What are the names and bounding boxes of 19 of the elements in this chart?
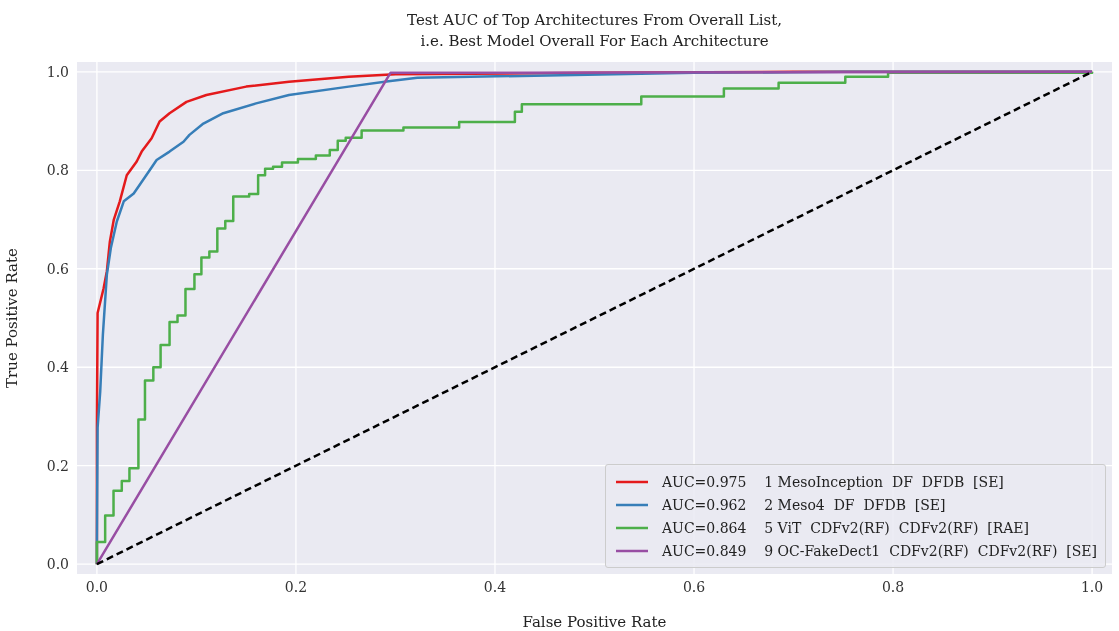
y-tick-label: 1.0 [46,63,69,80]
x-tick-label: 0.8 [881,578,905,595]
chart-title: Test AUC of Top Architectures From Overall List, i.e. Best Model Overall For Each Architecture [406,10,783,52]
x-tick-label: 0.4 [483,578,507,595]
y-tick-label: 0.0 [46,556,69,573]
y-tick-label: 0.6 [46,260,70,277]
legend-label: AUC=0.975 1 MesoInception DF DFDB [SE] [662,473,1004,490]
x-tick-label: 0.2 [284,578,308,595]
legend-label: AUC=0.962 2 Meso4 DF DFDB [SE] [662,496,946,513]
y-tick-label: 0.4 [46,359,70,376]
y-tick-label: 0.8 [46,162,69,179]
x-tick-label: 1.0 [1080,578,1104,595]
x-tick-label: 0.6 [682,578,706,595]
x-tick-label: 0.0 [85,578,109,595]
legend-label: AUC=0.849 9 OC-FakeDect1 CDFv2(RF) CDFv2(RF) [SE] [662,542,1097,559]
legend-label: AUC=0.864 5 ViT CDFv2(RF) CDFv2(RF) [RAE] [662,519,1030,536]
y-axis-title: True Positive Rate [3,247,22,388]
y-tick-label: 0.2 [46,457,69,474]
x-axis-title: False Positive Rate [522,613,667,631]
